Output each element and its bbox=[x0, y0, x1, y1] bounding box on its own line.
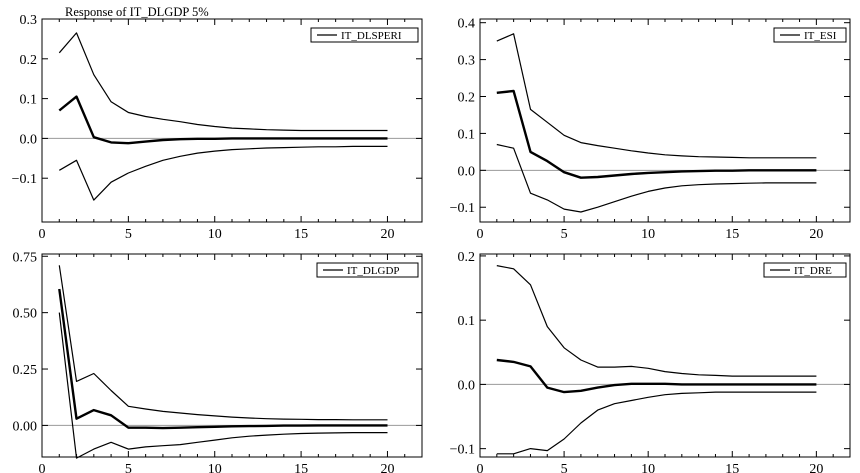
legend-label: IT_DRE bbox=[794, 265, 832, 277]
x-tick-label: 10 bbox=[641, 227, 655, 242]
panels: 0 5 10 15 20 −0.1 0.0 0.1 0.2 0.3 IT_DLSPERI 0 5 10 15… bbox=[12, 13, 851, 473]
series-upper bbox=[496, 33, 817, 159]
y-tick-label: 0.2 bbox=[20, 53, 38, 68]
x-tick-label: 20 bbox=[380, 462, 394, 473]
y-tick-label: 0.00 bbox=[13, 419, 38, 434]
y-tick-label: 0.0 bbox=[20, 132, 38, 147]
x-tick-label: 10 bbox=[208, 227, 222, 242]
x-tick-label: 5 bbox=[561, 227, 568, 242]
legend-label: IT_ESI bbox=[804, 30, 837, 42]
series-response bbox=[58, 288, 388, 430]
series-upper bbox=[496, 265, 817, 377]
x-tick-label: 5 bbox=[561, 462, 568, 473]
y-tick-label: 0.0 bbox=[458, 164, 476, 179]
y-tick-label: −0.1 bbox=[450, 443, 475, 458]
legend-box bbox=[773, 27, 847, 43]
x-tick-label: 10 bbox=[208, 462, 222, 473]
legend-box bbox=[763, 262, 847, 278]
plot-frame bbox=[479, 253, 851, 458]
y-tick-label: 0.1 bbox=[20, 93, 38, 108]
y-tick-label: 0.3 bbox=[20, 13, 38, 28]
panel-2: 0 5 10 15 20 −0.1 0.0 0.1 0.2 0.3 0.4 IT_ESI bbox=[450, 17, 851, 242]
x-tick-label: 0 bbox=[477, 227, 484, 242]
y-tick-label: 0.1 bbox=[458, 314, 476, 329]
x-tick-label: 15 bbox=[294, 227, 308, 242]
x-tick-label: 15 bbox=[725, 462, 739, 473]
panel-3: 0 5 10 15 20 0.00 0.25 0.50 0.75 IT_DLGDP bbox=[13, 250, 423, 473]
legend-box bbox=[310, 27, 419, 43]
y-tick-label: 0.3 bbox=[458, 54, 476, 69]
series-response bbox=[496, 89, 817, 179]
y-tick-label: 0.25 bbox=[13, 363, 38, 378]
panel-4: 0 5 10 15 20 −0.1 0.0 0.1 0.2 IT_DRE bbox=[450, 250, 851, 473]
y-tick-label: 0.75 bbox=[13, 250, 38, 265]
legend-label: IT_DLGDP bbox=[347, 265, 400, 277]
x-tick-label: 0 bbox=[39, 227, 46, 242]
x-tick-label: 5 bbox=[125, 462, 132, 473]
series-lower bbox=[58, 312, 388, 459]
x-tick-label: 5 bbox=[125, 227, 132, 242]
x-tick-label: 15 bbox=[725, 227, 739, 242]
legend-label: IT_DLSPERI bbox=[341, 30, 402, 42]
plot-frame bbox=[479, 18, 851, 223]
y-tick-label: 0.2 bbox=[458, 91, 476, 106]
series-response bbox=[58, 95, 388, 145]
panel-1: 0 5 10 15 20 −0.1 0.0 0.1 0.2 0.3 IT_DLSPERI bbox=[12, 13, 423, 242]
y-tick-label: 0.1 bbox=[458, 127, 476, 142]
series-upper bbox=[58, 265, 388, 421]
x-tick-label: 15 bbox=[294, 462, 308, 473]
x-tick-label: 10 bbox=[641, 462, 655, 473]
y-tick-label: 0.4 bbox=[458, 17, 476, 32]
x-tick-label: 20 bbox=[809, 462, 823, 473]
figure-title: Response of IT_DLGDP 5% bbox=[65, 5, 209, 19]
series-lower bbox=[58, 145, 388, 201]
x-tick-label: 0 bbox=[477, 462, 484, 473]
plot-frame bbox=[41, 18, 423, 223]
legend-box bbox=[316, 262, 419, 278]
series-upper bbox=[58, 32, 388, 132]
y-tick-label: 0.50 bbox=[13, 307, 38, 322]
y-tick-label: 0.0 bbox=[458, 378, 476, 393]
y-tick-label: −0.1 bbox=[12, 172, 37, 187]
x-tick-label: 20 bbox=[380, 227, 394, 242]
y-tick-label: −0.1 bbox=[450, 201, 475, 216]
series-lower bbox=[496, 391, 817, 455]
y-tick-label: 0.2 bbox=[458, 250, 476, 265]
x-tick-label: 20 bbox=[809, 227, 823, 242]
x-tick-label: 0 bbox=[39, 462, 46, 473]
series-lower bbox=[496, 143, 817, 213]
series-response bbox=[496, 358, 817, 394]
